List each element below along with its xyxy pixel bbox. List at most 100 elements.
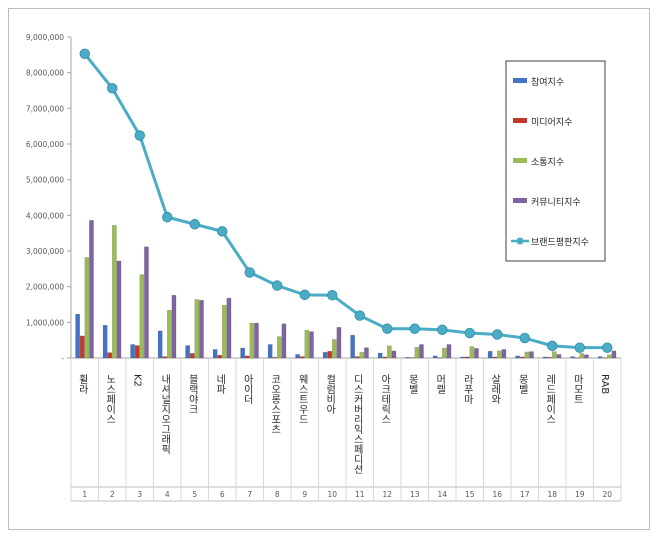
line-point-12 — [382, 323, 393, 334]
line-point-20 — [602, 342, 613, 353]
rank-label: 5 — [192, 490, 197, 499]
legend-swatch-3 — [513, 158, 527, 163]
legend-label-1: 참여지수 — [531, 76, 564, 88]
category-label: 아이더 — [241, 374, 253, 405]
bar-1-13 — [405, 357, 410, 359]
bar-3-13 — [414, 347, 420, 359]
bar-1-6 — [212, 349, 218, 359]
category-label: 컬럼비아 — [324, 373, 336, 415]
bar-1-5 — [185, 345, 190, 359]
rank-label: 9 — [302, 490, 307, 499]
line-point-4 — [162, 211, 173, 223]
line-point-10 — [327, 290, 338, 301]
bar-3-15 — [469, 346, 475, 359]
line-point-5 — [189, 219, 200, 230]
bar-3-18 — [552, 351, 557, 359]
legend-label-2: 미디어지수 — [531, 117, 572, 128]
line-point-17 — [519, 332, 530, 344]
bar-4-9 — [309, 331, 314, 359]
bar-2-14 — [437, 357, 443, 359]
bar-2-20 — [602, 357, 608, 359]
bar-3-20 — [607, 354, 612, 359]
bar-2-1 — [79, 335, 85, 359]
bar-4-2 — [116, 260, 122, 359]
line-point-14 — [437, 324, 448, 336]
bar-2-6 — [217, 354, 223, 359]
bar-2-9 — [299, 356, 305, 359]
rank-label: 17 — [520, 490, 530, 499]
category-label: 디스커버리익스페디션 — [351, 374, 363, 474]
category-label: 살레와 — [489, 374, 501, 405]
bar-3-9 — [304, 329, 310, 359]
bar-3-19 — [579, 353, 585, 359]
bar-3-16 — [497, 350, 502, 359]
bar-1-14 — [432, 355, 438, 359]
bar-3-14 — [442, 347, 447, 359]
rank-label: 18 — [547, 490, 557, 499]
bar-4-19 — [584, 354, 589, 359]
bar-3-3 — [139, 274, 145, 359]
legend-swatch-2 — [513, 118, 527, 123]
bar-4-8 — [281, 323, 287, 359]
bar-2-8 — [272, 357, 278, 359]
bar-3-4 — [167, 310, 172, 359]
legend-label-4: 커뮤니티지수 — [531, 197, 581, 208]
y-tick-label: 6,000,000 — [26, 140, 64, 149]
bar-4-1 — [89, 220, 94, 359]
chart-frame: - 1,000,000 2,000,000 3,000,000 4,000,000 5,0… — [8, 8, 650, 530]
rank-label: 12 — [382, 490, 392, 499]
line-point-7 — [244, 267, 255, 278]
category-label: 아크테릭스 — [379, 374, 391, 424]
y-tick-label: 9,000,000 — [26, 33, 64, 42]
rank-label: 7 — [247, 490, 252, 499]
rank-label: 14 — [437, 490, 447, 499]
rank-label: 3 — [137, 490, 142, 499]
bar-4-11 — [364, 347, 369, 359]
line-point-3 — [134, 130, 145, 141]
bar-4-18 — [556, 354, 562, 359]
bar-4-6 — [226, 297, 232, 359]
line-point-2 — [107, 83, 118, 94]
bar-2-18 — [547, 357, 553, 359]
bar-2-5 — [189, 353, 195, 359]
bar-1-8 — [267, 344, 273, 359]
bar-1-11 — [350, 334, 355, 359]
rank-label: 11 — [355, 490, 365, 499]
line-point-8 — [272, 280, 283, 291]
legend-label-5: 브랜드평판지수 — [531, 237, 589, 248]
rank-label: 19 — [575, 490, 585, 499]
line-point-16 — [492, 329, 503, 340]
legend-label-3: 소통지수 — [531, 157, 564, 168]
y-tick-label: - — [61, 354, 64, 363]
rank-label: 6 — [220, 490, 225, 499]
bar-2-15 — [464, 356, 470, 359]
bar-4-4 — [171, 295, 177, 359]
bar-1-12 — [377, 352, 383, 359]
line-point-9 — [299, 289, 310, 301]
line-point-11 — [354, 310, 365, 321]
category-label: 네파 — [214, 374, 226, 395]
bar-4-7 — [254, 322, 259, 359]
bar-1-15 — [460, 356, 465, 359]
bar-1-10 — [322, 352, 328, 359]
legend-swatch-1 — [513, 78, 527, 83]
bar-1-9 — [295, 354, 300, 359]
rank-label: 15 — [465, 490, 475, 499]
bar-2-13 — [409, 357, 415, 359]
category-label: 코오롱스포츠 — [269, 374, 281, 434]
legend-marker — [516, 237, 524, 245]
bar-2-11 — [354, 356, 360, 359]
category-label: 웨스트우드 — [296, 374, 308, 424]
bar-3-10 — [332, 339, 337, 359]
rank-label: 10 — [327, 490, 337, 499]
y-tick-label: 5,000,000 — [26, 176, 64, 185]
bar-3-11 — [359, 352, 365, 359]
category-label: RAB — [599, 374, 610, 394]
bar-2-2 — [107, 352, 113, 359]
rank-label: 1 — [82, 490, 87, 499]
rank-label: 20 — [602, 490, 612, 499]
bar-1-3 — [130, 344, 135, 359]
bar-3-12 — [387, 345, 392, 359]
category-label: 노스페이스 — [104, 374, 116, 424]
category-label: 라푸마 — [461, 374, 473, 405]
